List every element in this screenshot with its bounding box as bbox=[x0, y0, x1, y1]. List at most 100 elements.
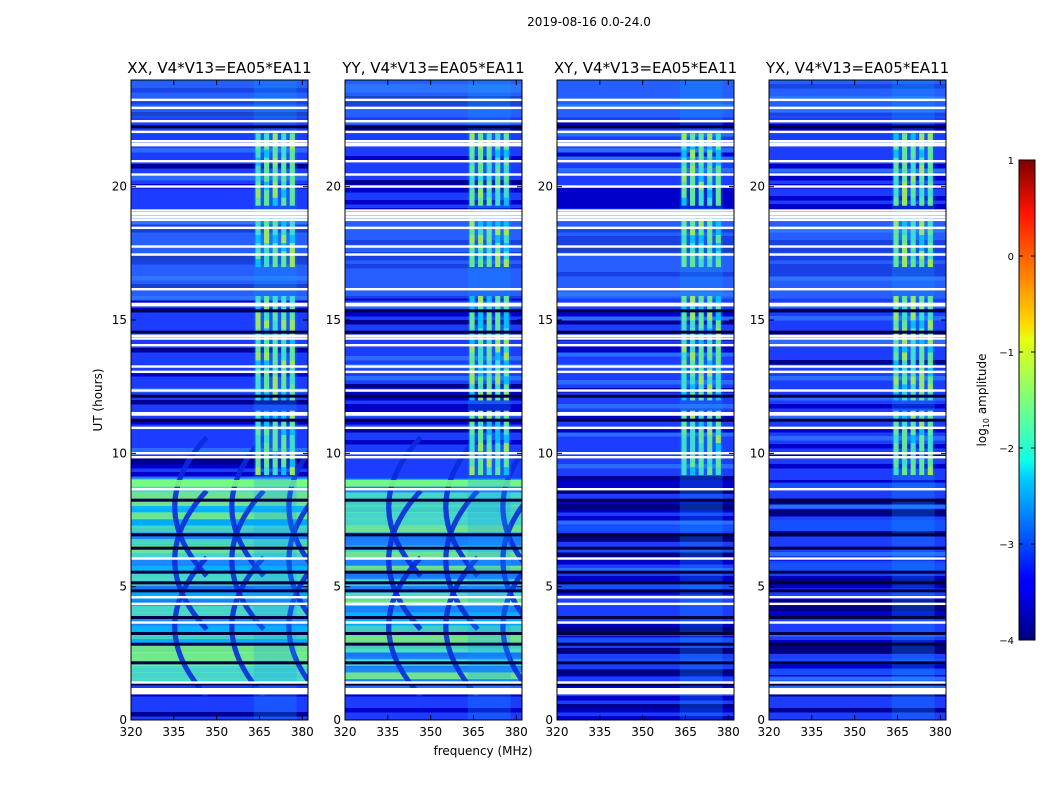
rfi-cell bbox=[919, 234, 925, 244]
rfi-cell bbox=[503, 320, 509, 329]
rfi-cell bbox=[289, 258, 295, 268]
flagged-row bbox=[345, 344, 522, 347]
rfi-cell bbox=[495, 173, 501, 182]
rfi-band bbox=[253, 80, 297, 720]
rfi-cell bbox=[893, 197, 899, 206]
bright-row bbox=[345, 565, 522, 573]
bright-row bbox=[345, 525, 522, 533]
rfi-cell bbox=[503, 376, 509, 385]
rfi-cell bbox=[264, 426, 270, 436]
rfi-cell bbox=[893, 304, 899, 313]
texture-row bbox=[769, 436, 946, 441]
rfi-cell bbox=[902, 450, 908, 460]
rfi-cell bbox=[893, 352, 899, 361]
y-tick-label: 20 bbox=[112, 180, 127, 194]
dark-row bbox=[131, 642, 308, 646]
flagged-row bbox=[345, 389, 522, 392]
rfi-cell bbox=[902, 426, 908, 436]
rfi-cell bbox=[698, 304, 704, 313]
texture-row bbox=[769, 576, 946, 581]
flagged-row bbox=[557, 365, 734, 368]
dark-row bbox=[769, 661, 946, 665]
rfi-cell bbox=[927, 466, 933, 476]
texture-row bbox=[557, 576, 734, 581]
bright-row bbox=[345, 538, 522, 546]
rfi-cell bbox=[281, 304, 287, 313]
dark-row bbox=[131, 309, 308, 313]
bright-row bbox=[345, 505, 522, 513]
rfi-cell bbox=[919, 226, 925, 236]
rfi-cell bbox=[715, 312, 721, 321]
rfi-cell bbox=[272, 218, 278, 228]
rfi-cell bbox=[503, 173, 509, 182]
texture-row bbox=[131, 448, 308, 453]
texture-row bbox=[131, 332, 308, 337]
rfi-cell bbox=[469, 258, 475, 268]
y-tick-label: 20 bbox=[326, 180, 341, 194]
rfi-cell bbox=[469, 426, 475, 436]
rfi-cell bbox=[469, 312, 475, 321]
texture-row bbox=[769, 640, 946, 645]
y-axis-label: UT (hours) bbox=[91, 368, 105, 431]
texture-row bbox=[131, 400, 308, 405]
y-tick-label: 5 bbox=[757, 580, 765, 594]
rfi-cell bbox=[264, 442, 270, 452]
flagged-row bbox=[557, 142, 734, 146]
rfi-cell bbox=[289, 234, 295, 244]
rfi-cell bbox=[478, 450, 484, 460]
rfi-cell bbox=[927, 426, 933, 436]
dark-row bbox=[557, 632, 734, 635]
rfi-cell bbox=[910, 189, 916, 198]
rfi-cell bbox=[469, 344, 475, 353]
texture-row bbox=[345, 180, 522, 185]
flagged-row bbox=[345, 621, 522, 624]
rfi-cell bbox=[469, 442, 475, 452]
dark-row bbox=[131, 330, 308, 334]
rfi-cell bbox=[486, 426, 492, 436]
rfi-cell bbox=[893, 296, 899, 305]
flagged-row bbox=[769, 488, 946, 491]
rfi-cell bbox=[486, 133, 492, 142]
flagged-row bbox=[131, 596, 308, 599]
texture-row bbox=[345, 320, 522, 325]
rfi-cell bbox=[910, 226, 916, 236]
rfi-cell bbox=[707, 234, 713, 244]
rfi-cell bbox=[503, 226, 509, 236]
rfi-cell bbox=[289, 312, 295, 321]
rfi-cell bbox=[478, 312, 484, 321]
flagged-row bbox=[769, 365, 946, 368]
rfi-cell bbox=[690, 426, 696, 436]
texture-row bbox=[769, 396, 946, 401]
y-tick-label: 5 bbox=[545, 580, 553, 594]
flagged-row bbox=[345, 557, 522, 560]
x-tick-label: 365 bbox=[886, 725, 909, 739]
rfi-cell bbox=[289, 418, 295, 428]
texture-row bbox=[557, 464, 734, 469]
texture-row bbox=[345, 420, 522, 425]
panel-frame bbox=[344, 79, 523, 721]
rfi-cell bbox=[698, 376, 704, 385]
rfi-cell bbox=[486, 376, 492, 385]
rfi-cell bbox=[910, 442, 916, 452]
rfi-cell bbox=[255, 458, 261, 468]
texture-row bbox=[131, 464, 308, 469]
rfi-cell bbox=[486, 352, 492, 361]
dark-row bbox=[557, 682, 734, 686]
rfi-cell bbox=[698, 434, 704, 444]
rfi-cell bbox=[927, 234, 933, 244]
flagged-row bbox=[769, 218, 946, 222]
bright-row bbox=[131, 585, 308, 593]
rfi-cell bbox=[495, 344, 501, 353]
texture-row bbox=[769, 504, 946, 509]
rfi-cell bbox=[272, 442, 278, 452]
flagged-row bbox=[557, 253, 734, 256]
rfi-cell bbox=[478, 189, 484, 198]
rfi-cell bbox=[910, 384, 916, 393]
rfi-cell bbox=[910, 218, 916, 228]
dark-row bbox=[345, 394, 522, 398]
x-tick-label: 335 bbox=[162, 725, 185, 739]
rfi-cell bbox=[503, 234, 509, 244]
flagged-row bbox=[557, 692, 734, 695]
dark-row bbox=[345, 581, 522, 585]
texture-row bbox=[557, 404, 734, 409]
